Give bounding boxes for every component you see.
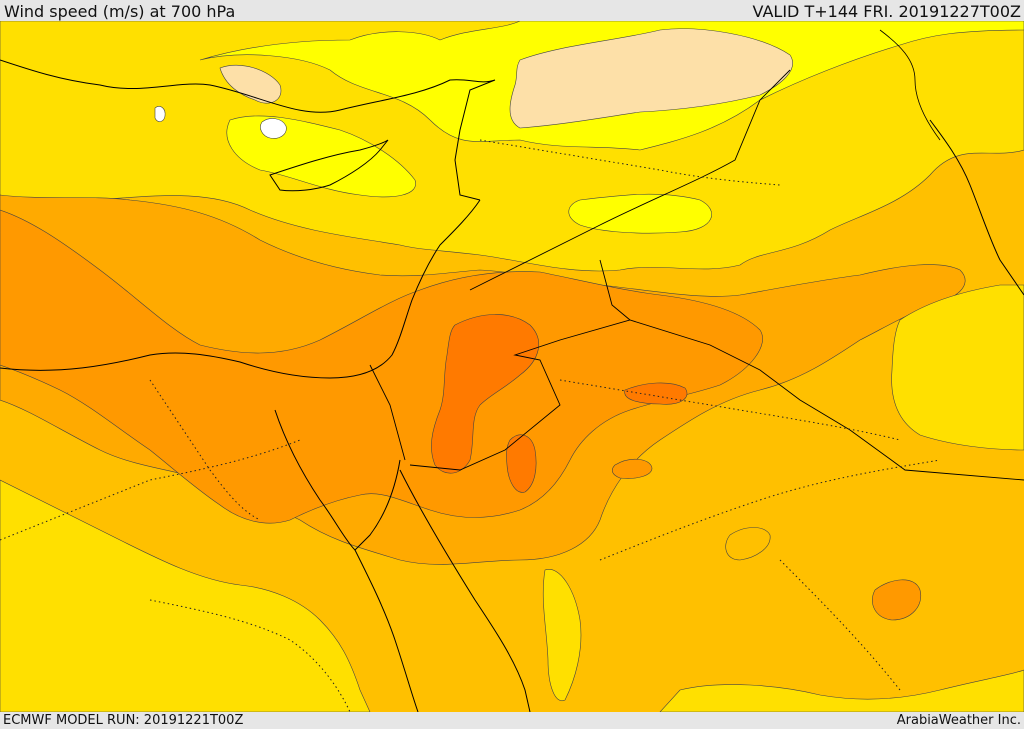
border-dotted-1 bbox=[0, 439, 301, 541]
shade-white-spot-2 bbox=[154, 106, 166, 122]
valid-time: VALID T+144 FRI. 20191227T00Z bbox=[752, 2, 1021, 21]
coastline-levant bbox=[0, 199, 481, 379]
border-east bbox=[879, 29, 941, 141]
shade-yellow-south bbox=[0, 479, 371, 712]
shade-pale-tan bbox=[509, 28, 793, 129]
shade-pale-tan-small bbox=[219, 64, 282, 104]
header-bar: Wind speed (m/s) at 700 hPa VALID T+144 … bbox=[0, 0, 1024, 21]
credit: ArabiaWeather Inc. bbox=[896, 713, 1021, 728]
coastline-redsea-east bbox=[399, 469, 531, 712]
border-syria-iraq bbox=[599, 259, 631, 321]
shade-yellow-southeast bbox=[891, 284, 1024, 451]
coastline-gulf-suez bbox=[274, 409, 401, 551]
shade-yellow-bottom bbox=[659, 669, 1024, 712]
coastline-turkey bbox=[0, 59, 496, 201]
footer-bar: ECMWF MODEL RUN: 20191221T00Z ArabiaWeat… bbox=[0, 712, 1024, 729]
border-dotted-6 bbox=[779, 559, 901, 691]
coastline-gulf bbox=[929, 119, 1024, 296]
shade-gold-blob bbox=[725, 527, 771, 561]
map-title: Wind speed (m/s) at 700 hPa bbox=[4, 2, 236, 21]
border-dotted-2 bbox=[559, 379, 901, 441]
shade-light-yellow-syria bbox=[568, 193, 712, 234]
model-run: ECMWF MODEL RUN: 20191221T00Z bbox=[3, 713, 244, 728]
border-dotted-7 bbox=[149, 379, 261, 521]
coastline-cyprus bbox=[269, 139, 389, 192]
border-jordan-saudi bbox=[409, 319, 1024, 481]
shade-yellow-redsea bbox=[542, 569, 582, 702]
coastline-redsea bbox=[354, 549, 419, 712]
border-egypt-israel bbox=[369, 364, 406, 461]
shade-white-spot bbox=[260, 118, 287, 139]
shade-gold-blob-2 bbox=[872, 579, 922, 621]
wind-speed-map bbox=[0, 21, 1024, 712]
shade-gold-blob-3 bbox=[611, 459, 653, 479]
shade-dark-orange bbox=[431, 314, 539, 474]
shade-dark-orange-2 bbox=[506, 434, 537, 493]
border-dotted-5 bbox=[149, 599, 351, 712]
border-iraq bbox=[469, 69, 791, 291]
border-dotted-3 bbox=[599, 459, 941, 561]
